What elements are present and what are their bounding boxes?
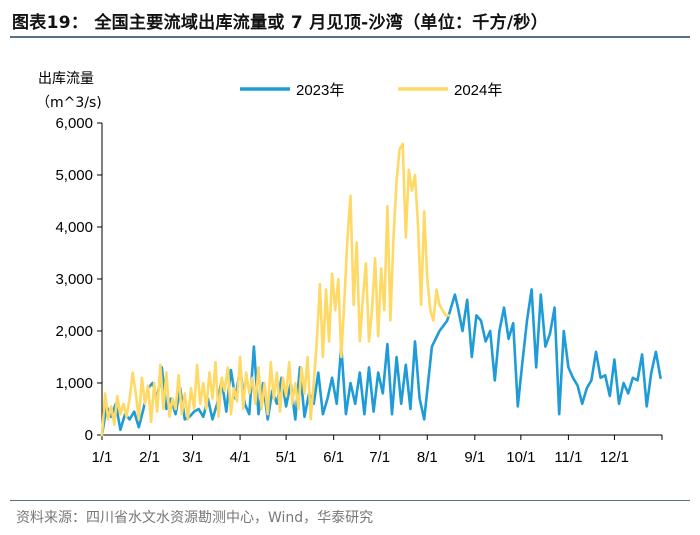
plot-area: 0 1,000 2,000 3,000 4,000 5,000 6,000 1/1 2/1 3/1…	[55, 115, 663, 466]
y-tick-label: 2,000	[55, 323, 93, 340]
x-tick-label: 6/1	[323, 449, 344, 466]
y-tick-label: 3,000	[55, 271, 93, 288]
y-axis-title: 出库流量 （m^3/s)	[36, 71, 102, 111]
y-tick-label: 1,000	[55, 375, 93, 392]
legend: 2023年 2024年	[240, 82, 502, 99]
x-tick-label: 5/1	[276, 449, 297, 466]
y-axis-title-line1: 出库流量	[38, 71, 94, 87]
x-tick-label: 9/1	[464, 449, 485, 466]
y-tick-label: 0	[85, 427, 93, 444]
x-tick-label: 12/1	[600, 449, 629, 466]
legend-label-0: 2023年	[296, 82, 344, 99]
y-axis-title-line2: （m^3/s)	[36, 95, 102, 111]
y-tick-label: 4,000	[55, 219, 93, 236]
source-rule	[10, 500, 690, 501]
x-tick-label: 11/1	[554, 449, 582, 466]
legend-label-1: 2024年	[454, 82, 502, 99]
series-line-1	[100, 142, 451, 437]
x-tick-label: 2/1	[139, 449, 160, 466]
x-tick-label: 4/1	[230, 449, 251, 466]
source-note: 资料来源：四川省水文水资源勘测中心，Wind，华泰研究	[16, 510, 374, 526]
title-rule	[10, 36, 690, 38]
x-tick-label: 8/1	[417, 449, 438, 466]
line-chart: 出库流量 （m^3/s) 2023年 2024年 0 1,000 2,000 3,000…	[36, 71, 663, 466]
series-line-0	[100, 288, 662, 437]
y-tick-label: 6,000	[55, 115, 93, 132]
y-tick-label: 5,000	[55, 167, 93, 184]
x-tick-label: 7/1	[369, 449, 390, 466]
x-tick-label: 1/1	[92, 449, 113, 466]
x-tick-label: 10/1	[506, 449, 535, 466]
figure-title: 图表19： 全国主要流域出库流量或 7 月见顶-沙湾（单位：千方/秒）	[12, 13, 549, 33]
x-tick-label: 3/1	[182, 449, 203, 466]
